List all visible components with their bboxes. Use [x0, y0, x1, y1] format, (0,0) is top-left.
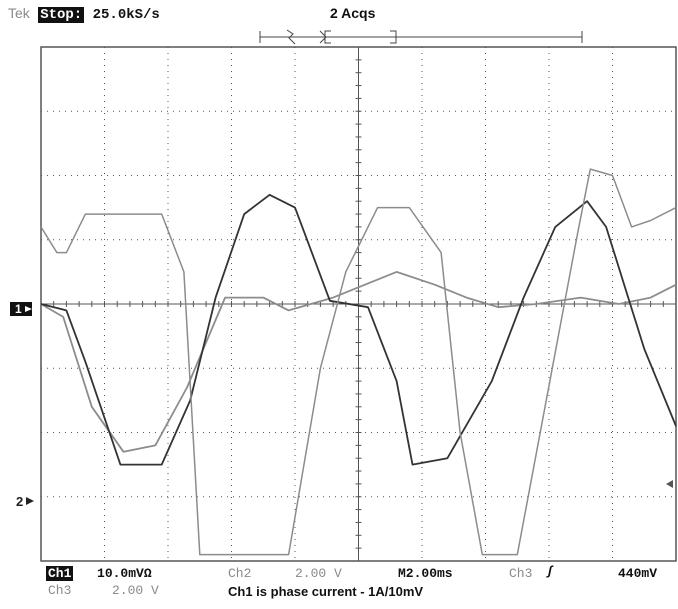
graticule — [40, 46, 677, 562]
ch1-scale: 10.0mVΩ — [97, 566, 152, 581]
trace-ch3 — [40, 271, 677, 453]
ch3-label: Ch3 — [48, 583, 72, 598]
brand-label: Tek — [8, 5, 30, 21]
ch2-marker-label: 2 — [16, 494, 23, 509]
trace-ch2 — [40, 168, 677, 556]
ch1-ground-marker: 1 — [10, 302, 32, 316]
trigger-source: Ch3 — [509, 566, 533, 581]
trigger-level: 440mV — [618, 566, 658, 581]
status-line-1: Ch1 10.0mVΩ — [46, 566, 152, 581]
ch3-scale: 2.00 V — [112, 583, 159, 598]
trace-ch1 — [40, 193, 677, 466]
traces — [40, 168, 677, 556]
annotation-note: Ch1 is phase current - 1A/10mV — [228, 584, 424, 599]
ch2-scale: 2.00 V — [295, 566, 342, 581]
ch2-ground-marker: 2 — [16, 494, 34, 509]
sample-rate: 25.0kS/s — [92, 7, 160, 23]
record-position-indicator — [259, 29, 583, 45]
ch1-marker-label: 1 — [15, 302, 22, 316]
timebase: M2.00ms — [398, 566, 453, 581]
scope-header: Tek Stop: 25.0kS/s — [8, 5, 160, 23]
ch2-label: Ch2 — [228, 566, 252, 581]
trigger-level-marker — [666, 480, 673, 488]
run-state-badge: Stop: — [38, 7, 85, 23]
acquisition-count: 2 Acqs — [330, 5, 376, 21]
ch1-label: Ch1 — [46, 566, 74, 581]
trigger-slope-icon: ʃ — [546, 564, 554, 579]
